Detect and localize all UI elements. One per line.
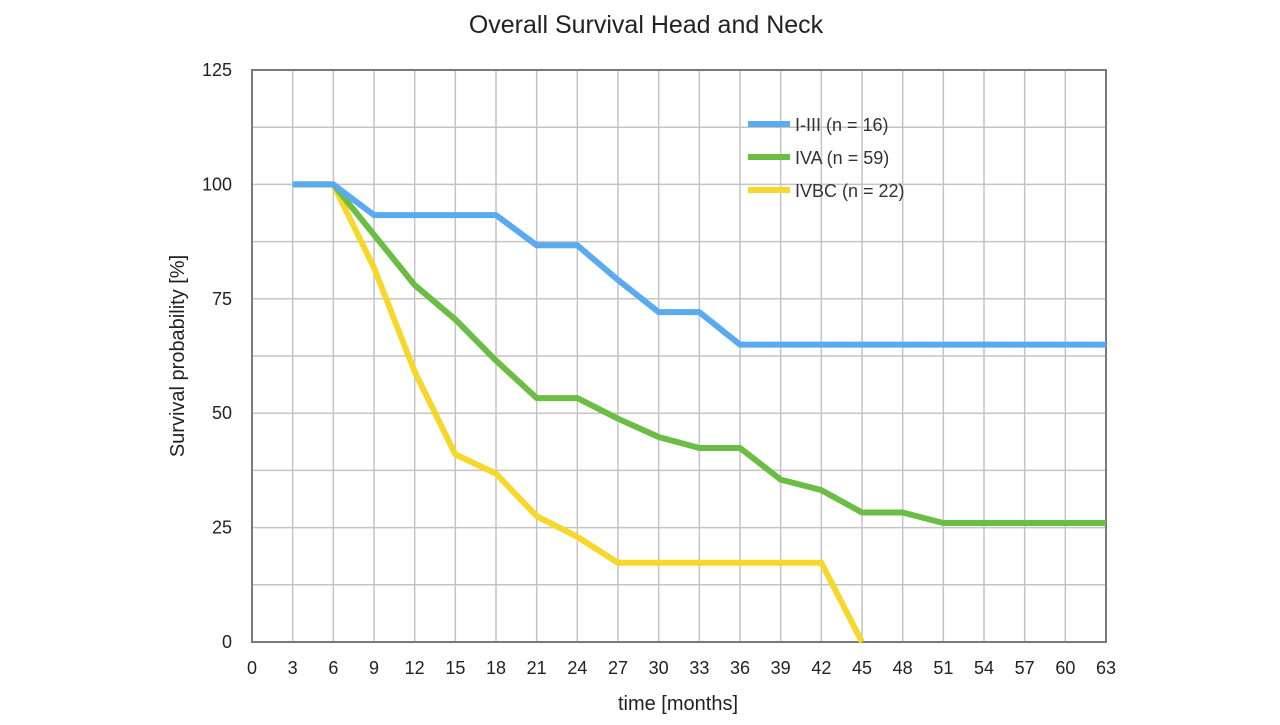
x-tick-label: 30 <box>649 658 669 678</box>
legend: I-III (n = 16) IVA (n = 59) IVBC (n = 22) <box>748 115 905 201</box>
legend-label-iva: IVA (n = 59) <box>795 148 889 168</box>
plot-area-border <box>251 69 1107 643</box>
x-tick-label: 3 <box>288 658 298 678</box>
legend-label-i-iii: I-III (n = 16) <box>795 115 889 135</box>
series-line-iva <box>292 181 1106 526</box>
legend-label-ivbc: IVBC (n = 22) <box>795 181 905 201</box>
x-tick-label: 0 <box>247 658 257 678</box>
x-tick-label: 9 <box>369 658 379 678</box>
x-axis-label: time [months] <box>618 693 738 715</box>
x-tick-label: 27 <box>608 658 628 678</box>
series-lines <box>292 181 1106 644</box>
y-tick-label: 0 <box>222 632 232 652</box>
x-axis-ticks: 0 3 6 9 12 15 18 21 24 27 30 33 36 39 42 45 48 51 54 57 60 63 <box>247 658 1116 678</box>
y-axis-label: Survival probability [%] <box>167 255 189 457</box>
chart-title: Overall Survival Head and Neck <box>469 11 824 39</box>
x-tick-label: 45 <box>852 658 872 678</box>
x-tick-label: 51 <box>933 658 953 678</box>
y-axis-ticks: 0 25 50 75 100 125 <box>202 60 232 652</box>
x-tick-label: 36 <box>730 658 750 678</box>
x-tick-label: 39 <box>771 658 791 678</box>
x-tick-label: 57 <box>1015 658 1035 678</box>
y-tick-label: 50 <box>212 403 232 423</box>
x-tick-label: 33 <box>689 658 709 678</box>
x-tick-label: 18 <box>486 658 506 678</box>
x-tick-label: 12 <box>405 658 425 678</box>
y-tick-label: 100 <box>202 174 232 194</box>
series-line-ivbc <box>292 181 865 644</box>
y-tick-label: 25 <box>212 518 232 538</box>
y-tick-label: 75 <box>212 289 232 309</box>
y-tick-label: 125 <box>202 60 232 80</box>
series-line-i-iii <box>292 181 1106 348</box>
x-tick-label: 48 <box>893 658 913 678</box>
x-tick-label: 63 <box>1096 658 1116 678</box>
x-tick-label: 54 <box>974 658 994 678</box>
x-tick-label: 6 <box>328 658 338 678</box>
x-tick-label: 60 <box>1055 658 1075 678</box>
x-tick-label: 42 <box>811 658 831 678</box>
x-tick-label: 24 <box>567 658 587 678</box>
x-tick-label: 15 <box>445 658 465 678</box>
grid <box>252 70 1106 642</box>
x-tick-label: 21 <box>527 658 547 678</box>
